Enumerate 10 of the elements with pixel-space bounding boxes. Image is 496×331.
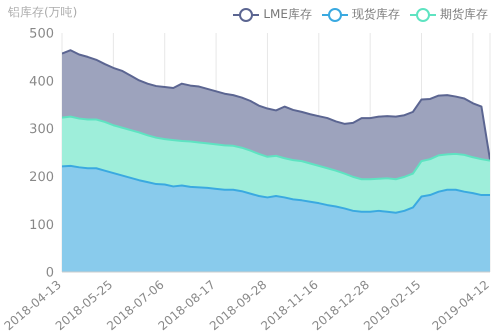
y-tick-label: 200 [29, 170, 54, 186]
y-tick-label: 500 [29, 26, 54, 42]
y-tick-label: 0 [46, 266, 54, 281]
legend-label: LME库存 [262, 6, 312, 23]
y-tick-label: 400 [29, 74, 54, 90]
y-tick-label: 100 [29, 218, 54, 233]
y-tick-label: 300 [29, 122, 54, 138]
y-axis-title: 铝库存(万吨) [8, 4, 78, 21]
legend-label: 现货库存 [351, 6, 400, 23]
legend-label: 期货库存 [439, 6, 488, 23]
